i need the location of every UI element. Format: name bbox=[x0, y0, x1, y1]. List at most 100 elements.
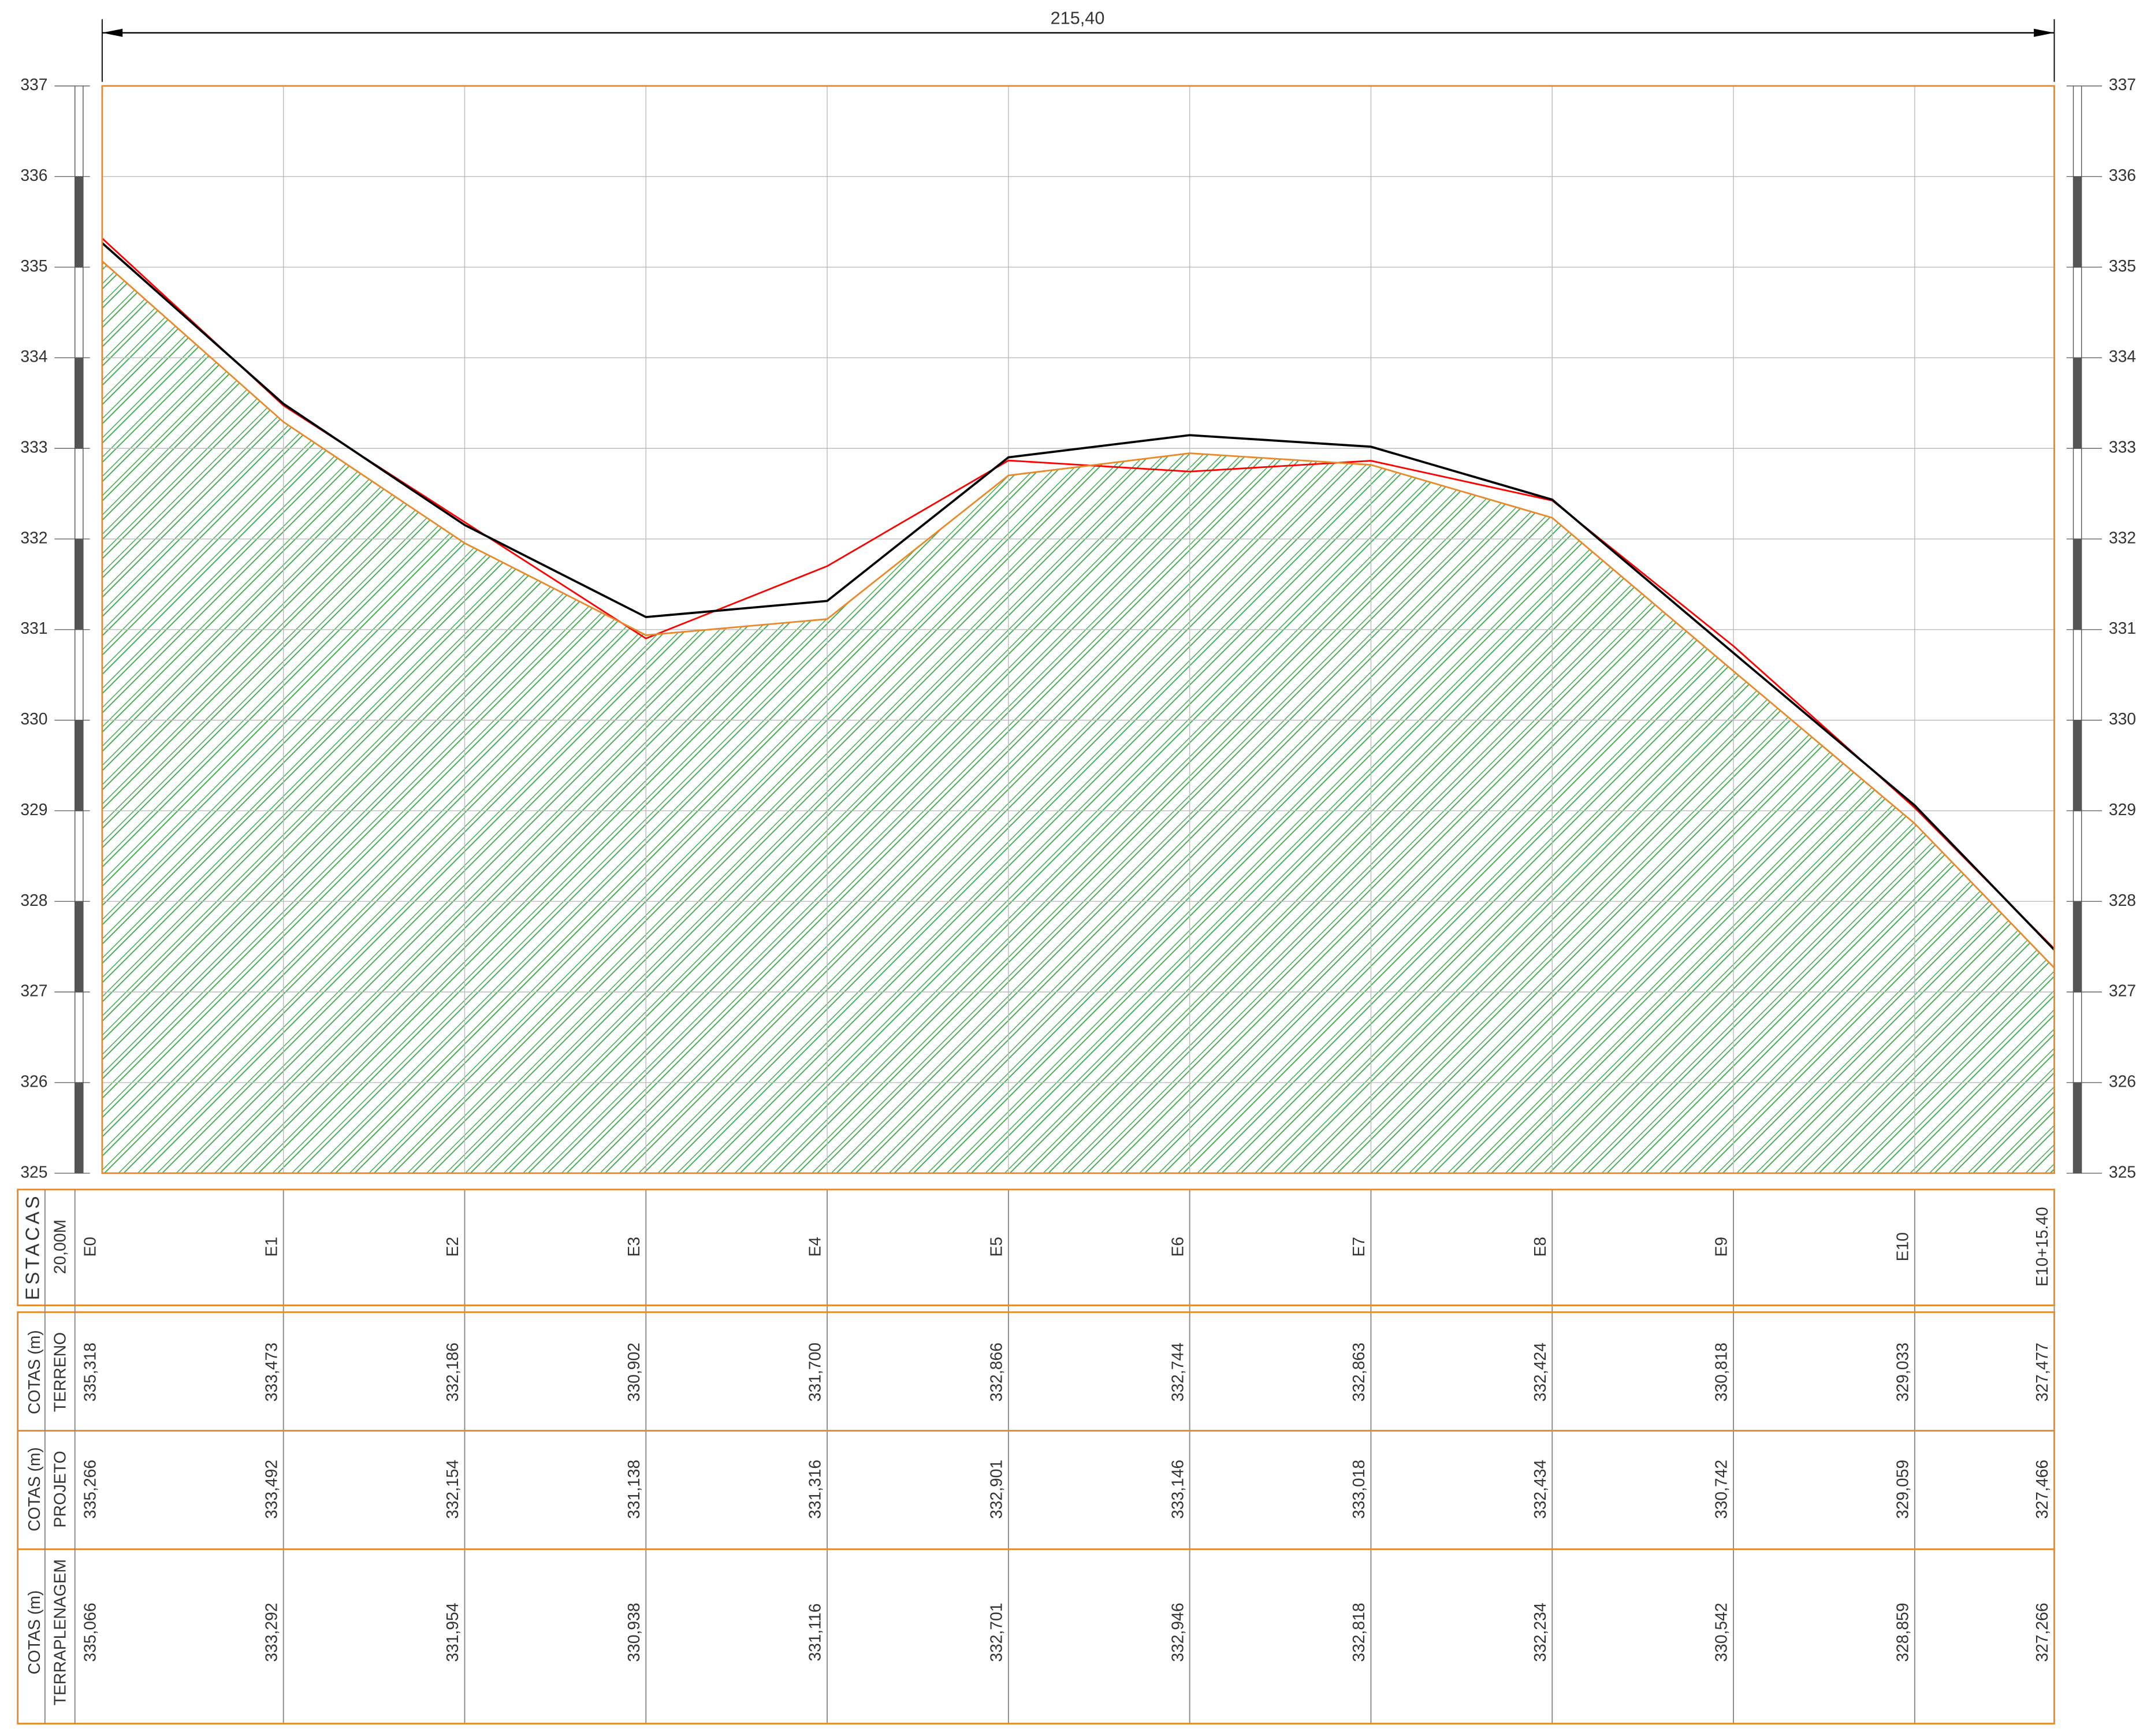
value-label: 330,902 bbox=[624, 1343, 643, 1402]
value-label: 332,424 bbox=[1531, 1343, 1549, 1402]
value-label: 329,033 bbox=[1893, 1343, 1911, 1402]
value-label: 331,954 bbox=[443, 1603, 462, 1661]
scale-block bbox=[2072, 538, 2082, 630]
station-label: E9 bbox=[1712, 1237, 1731, 1257]
y-tick-label: 328 bbox=[2109, 891, 2136, 909]
value-label: 331,316 bbox=[806, 1460, 824, 1519]
dimension-arrow bbox=[102, 28, 123, 37]
y-tick-label: 327 bbox=[2109, 982, 2136, 1000]
y-tick-label: 330 bbox=[2109, 709, 2136, 728]
scale-block bbox=[75, 266, 84, 358]
y-tick-label: 337 bbox=[20, 75, 47, 94]
value-label: 333,146 bbox=[1168, 1460, 1186, 1519]
scale-block bbox=[75, 901, 84, 992]
value-label: 332,154 bbox=[443, 1460, 462, 1519]
y-tick-label: 334 bbox=[2109, 347, 2136, 366]
scale-block bbox=[75, 538, 84, 630]
row-name: TERRAPLENAGEM bbox=[51, 1559, 69, 1705]
value-label: 330,818 bbox=[1712, 1343, 1731, 1402]
value-label: 330,742 bbox=[1712, 1460, 1731, 1519]
y-tick-label: 331 bbox=[2109, 619, 2136, 637]
station-label: E7 bbox=[1349, 1237, 1368, 1257]
station-label: E0 bbox=[80, 1237, 99, 1257]
value-label: 332,234 bbox=[1531, 1603, 1549, 1661]
dimension-label: 215,40 bbox=[1051, 8, 1105, 28]
profile-line bbox=[101, 242, 2055, 951]
value-label: 331,700 bbox=[806, 1343, 824, 1402]
y-tick-label: 326 bbox=[2109, 1072, 2136, 1090]
scale-block bbox=[75, 810, 84, 902]
y-tick-label: 331 bbox=[20, 619, 47, 637]
station-label: E10 bbox=[1893, 1232, 1911, 1261]
station-label: E2 bbox=[443, 1237, 462, 1257]
profile-line bbox=[101, 261, 2055, 969]
y-tick-label: 327 bbox=[20, 982, 47, 1000]
scale-block bbox=[2072, 810, 2082, 902]
value-label: 332,946 bbox=[1168, 1603, 1186, 1661]
value-label: 327,477 bbox=[2033, 1343, 2051, 1402]
scale-block bbox=[75, 1082, 84, 1174]
cut-fill-area bbox=[102, 261, 2055, 1173]
scale-block bbox=[75, 629, 84, 721]
value-label: 327,266 bbox=[2033, 1603, 2051, 1661]
row-name: PROJETO bbox=[51, 1451, 69, 1527]
value-label: 332,863 bbox=[1349, 1343, 1368, 1402]
scale-block bbox=[2072, 86, 2082, 177]
row-name: TERRENO bbox=[51, 1332, 69, 1412]
station-interval: 20,00M bbox=[51, 1220, 69, 1274]
y-tick-label: 332 bbox=[20, 528, 47, 547]
scale-block bbox=[2072, 266, 2082, 358]
value-label: 328,859 bbox=[1893, 1603, 1911, 1661]
scale-block bbox=[75, 86, 84, 177]
station-label: E4 bbox=[806, 1237, 824, 1257]
y-tick-label: 325 bbox=[2109, 1162, 2136, 1181]
y-tick-label: 328 bbox=[20, 891, 47, 909]
value-label: 335,318 bbox=[80, 1343, 99, 1402]
scale-block bbox=[2072, 1082, 2082, 1174]
y-tick-label: 332 bbox=[2109, 528, 2136, 547]
dimension-arrow bbox=[2034, 28, 2055, 37]
value-label: 330,542 bbox=[1712, 1603, 1731, 1661]
value-label: 332,818 bbox=[1349, 1603, 1368, 1661]
scale-block bbox=[75, 719, 84, 812]
y-tick-label: 330 bbox=[20, 709, 47, 728]
y-tick-label: 335 bbox=[2109, 257, 2136, 275]
row-header: COTAS (m) bbox=[25, 1590, 43, 1675]
y-tick-label: 325 bbox=[20, 1162, 47, 1181]
value-label: 332,434 bbox=[1531, 1460, 1549, 1519]
station-label: E8 bbox=[1531, 1237, 1549, 1257]
value-label: 327,466 bbox=[2033, 1460, 2051, 1519]
profile-line bbox=[101, 237, 2055, 950]
scale-block bbox=[2072, 176, 2082, 268]
value-label: 330,938 bbox=[624, 1603, 643, 1661]
scale-block bbox=[2072, 719, 2082, 812]
y-tick-label: 333 bbox=[2109, 438, 2136, 456]
station-table bbox=[17, 1188, 2055, 1306]
station-header: ESTACAS bbox=[22, 1194, 43, 1300]
y-tick-label: 329 bbox=[2109, 800, 2136, 819]
scale-block bbox=[2072, 448, 2082, 540]
value-label: 333,292 bbox=[262, 1603, 280, 1661]
elevation-table bbox=[17, 1311, 2055, 1725]
value-label: 332,744 bbox=[1168, 1343, 1186, 1402]
station-label: E3 bbox=[624, 1237, 643, 1257]
y-tick-label: 337 bbox=[2109, 75, 2136, 94]
y-tick-label: 334 bbox=[20, 347, 47, 366]
value-label: 333,473 bbox=[262, 1343, 280, 1402]
scale-block bbox=[75, 357, 84, 449]
y-tick-label: 335 bbox=[20, 257, 47, 275]
scale-block bbox=[2072, 901, 2082, 992]
scale-block bbox=[75, 176, 84, 268]
value-label: 332,186 bbox=[443, 1343, 462, 1402]
value-label: 331,138 bbox=[624, 1460, 643, 1519]
value-label: 331,116 bbox=[806, 1603, 824, 1661]
row-header: COTAS (m) bbox=[25, 1330, 43, 1414]
value-label: 329,059 bbox=[1893, 1460, 1911, 1519]
y-tick-label: 329 bbox=[20, 800, 47, 819]
y-tick-label: 333 bbox=[20, 438, 47, 456]
station-label: E5 bbox=[987, 1237, 1005, 1257]
scale-block bbox=[75, 448, 84, 540]
station-label: E10+15.40 bbox=[2033, 1207, 2051, 1287]
value-label: 332,701 bbox=[987, 1603, 1005, 1661]
